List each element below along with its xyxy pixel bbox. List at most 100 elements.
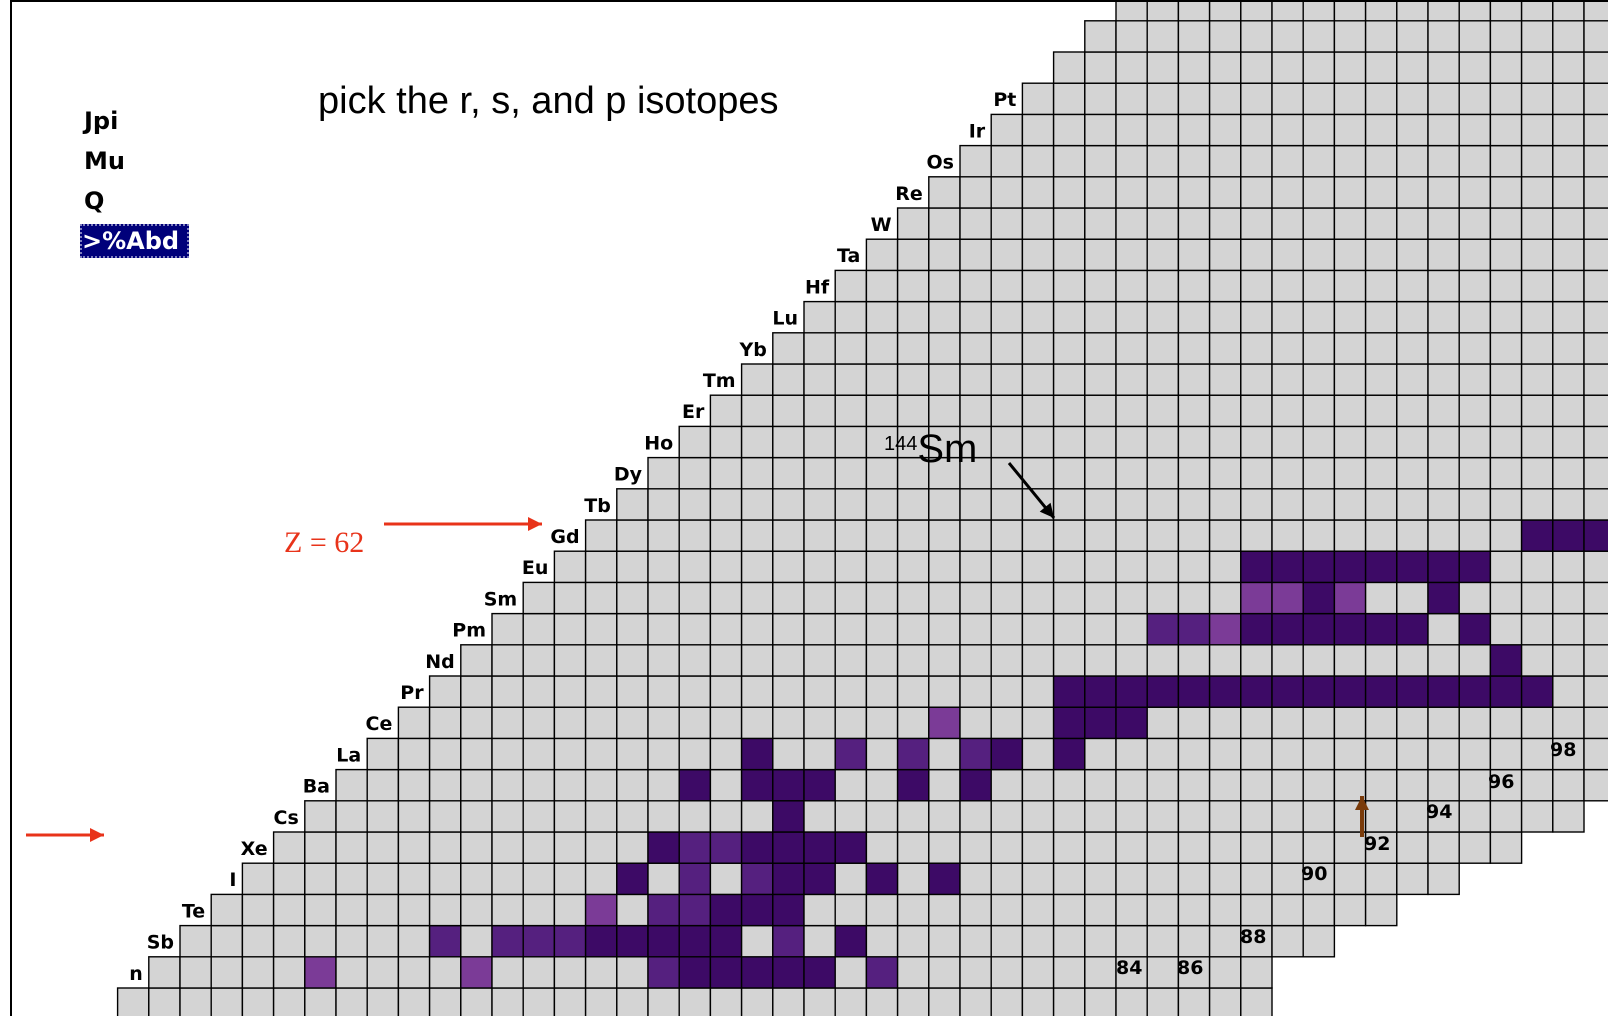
isotope-cell[interactable] (990, 550, 1024, 584)
isotope-cell[interactable] (1021, 176, 1055, 209)
isotope-cell[interactable] (990, 800, 1024, 833)
isotope-cell[interactable] (647, 644, 680, 677)
isotope-cell[interactable] (616, 893, 649, 927)
isotope-cell[interactable] (1052, 238, 1086, 272)
isotope-cell[interactable] (1271, 300, 1304, 334)
isotope-cell[interactable] (1271, 363, 1304, 396)
isotope-cell[interactable] (1021, 862, 1055, 896)
isotope-cell[interactable] (1364, 862, 1398, 896)
isotope-cell[interactable] (1240, 862, 1273, 896)
isotope-cell[interactable] (1240, 831, 1273, 864)
isotope-cell[interactable] (865, 581, 899, 615)
isotope-cell[interactable] (491, 612, 524, 646)
isotope-cell[interactable] (366, 737, 400, 771)
isotope-cell[interactable] (1552, 176, 1585, 209)
isotope-cell[interactable] (678, 612, 712, 646)
abundant-isotope-cell[interactable] (491, 924, 524, 958)
isotope-cell[interactable] (1302, 831, 1336, 864)
isotope-cell[interactable] (1115, 893, 1148, 927)
isotope-cell[interactable] (428, 956, 462, 989)
isotope-cell[interactable] (210, 924, 244, 958)
isotope-cell[interactable] (148, 956, 181, 989)
isotope-cell[interactable] (865, 519, 899, 552)
isotope-cell[interactable] (1427, 831, 1460, 864)
isotope-cell[interactable] (1427, 82, 1460, 116)
isotope-cell[interactable] (803, 893, 836, 927)
abundant-isotope-cell[interactable] (803, 831, 836, 864)
abundant-isotope-cell[interactable] (1333, 675, 1367, 708)
isotope-cell[interactable] (1208, 456, 1242, 490)
isotope-cell[interactable] (1427, 363, 1460, 396)
isotope-cell[interactable] (772, 363, 805, 396)
isotope-cell[interactable] (1084, 956, 1117, 989)
isotope-cell[interactable] (709, 581, 743, 615)
isotope-cell[interactable] (1177, 519, 1211, 552)
isotope-cell[interactable] (1115, 332, 1148, 365)
isotope-cell[interactable] (834, 956, 868, 989)
isotope-cell[interactable] (1240, 207, 1273, 240)
isotope-cell[interactable] (1177, 2, 1211, 22)
isotope-cell[interactable] (1302, 893, 1336, 927)
isotope-cell[interactable] (1177, 394, 1211, 428)
isotope-cell[interactable] (1583, 269, 1608, 303)
isotope-cell[interactable] (1458, 581, 1492, 615)
isotope-cell[interactable] (1489, 51, 1523, 84)
abundant-isotope-cell[interactable] (709, 831, 743, 864)
isotope-cell[interactable] (834, 800, 868, 833)
isotope-cell[interactable] (1458, 20, 1492, 53)
abundant-isotope-cell[interactable] (1052, 675, 1086, 708)
isotope-cell[interactable] (709, 987, 743, 1016)
isotope-cell[interactable] (1146, 363, 1180, 396)
isotope-cell[interactable] (1240, 737, 1273, 771)
isotope-cell[interactable] (990, 300, 1024, 334)
isotope-cell[interactable] (1552, 82, 1585, 116)
isotope-cell[interactable] (1021, 238, 1055, 272)
abundant-isotope-cell[interactable] (803, 956, 836, 989)
isotope-cell[interactable] (1240, 768, 1273, 802)
abundant-isotope-cell[interactable] (990, 737, 1024, 771)
abundant-isotope-cell[interactable] (959, 768, 992, 802)
abundant-isotope-cell[interactable] (865, 862, 899, 896)
isotope-cell[interactable] (1396, 332, 1429, 365)
isotope-cell[interactable] (1271, 488, 1304, 521)
isotope-cell[interactable] (1489, 113, 1523, 147)
isotope-cell[interactable] (1052, 924, 1086, 958)
isotope-cell[interactable] (1084, 363, 1117, 396)
abundant-isotope-cell[interactable] (896, 737, 930, 771)
isotope-cell[interactable] (928, 644, 961, 677)
isotope-cell[interactable] (522, 644, 556, 677)
isotope-cell[interactable] (928, 737, 961, 771)
isotope-cell[interactable] (1208, 488, 1242, 521)
isotope-cell[interactable] (1084, 51, 1117, 84)
isotope-cell[interactable] (896, 488, 930, 521)
isotope-cell[interactable] (959, 987, 992, 1016)
isotope-cell[interactable] (1208, 269, 1242, 303)
isotope-cell[interactable] (990, 706, 1024, 740)
isotope-cell[interactable] (616, 644, 649, 677)
isotope-cell[interactable] (1271, 768, 1304, 802)
isotope-cell[interactable] (179, 956, 212, 989)
isotope-cell[interactable] (1177, 956, 1211, 989)
isotope-cell[interactable] (553, 737, 587, 771)
isotope-cell[interactable] (1333, 20, 1367, 53)
isotope-cell[interactable] (1427, 20, 1460, 53)
abundant-isotope-cell[interactable] (1520, 519, 1554, 552)
isotope-cell[interactable] (1115, 768, 1148, 802)
isotope-cell[interactable] (1177, 425, 1211, 459)
isotope-cell[interactable] (366, 956, 400, 989)
isotope-cell[interactable] (335, 831, 368, 864)
isotope-cell[interactable] (1240, 51, 1273, 84)
isotope-cell[interactable] (928, 956, 961, 989)
isotope-cell[interactable] (928, 176, 961, 209)
isotope-cell[interactable] (1146, 893, 1180, 927)
isotope-cell[interactable] (1333, 238, 1367, 272)
isotope-cell[interactable] (1208, 425, 1242, 459)
isotope-cell[interactable] (865, 675, 899, 708)
isotope-cell[interactable] (678, 488, 712, 521)
isotope-cell[interactable] (1177, 644, 1211, 677)
isotope-cell[interactable] (678, 706, 712, 740)
isotope-cell[interactable] (928, 768, 961, 802)
isotope-cell[interactable] (1052, 800, 1086, 833)
isotope-cell[interactable] (1208, 550, 1242, 584)
isotope-cell[interactable] (1489, 20, 1523, 53)
